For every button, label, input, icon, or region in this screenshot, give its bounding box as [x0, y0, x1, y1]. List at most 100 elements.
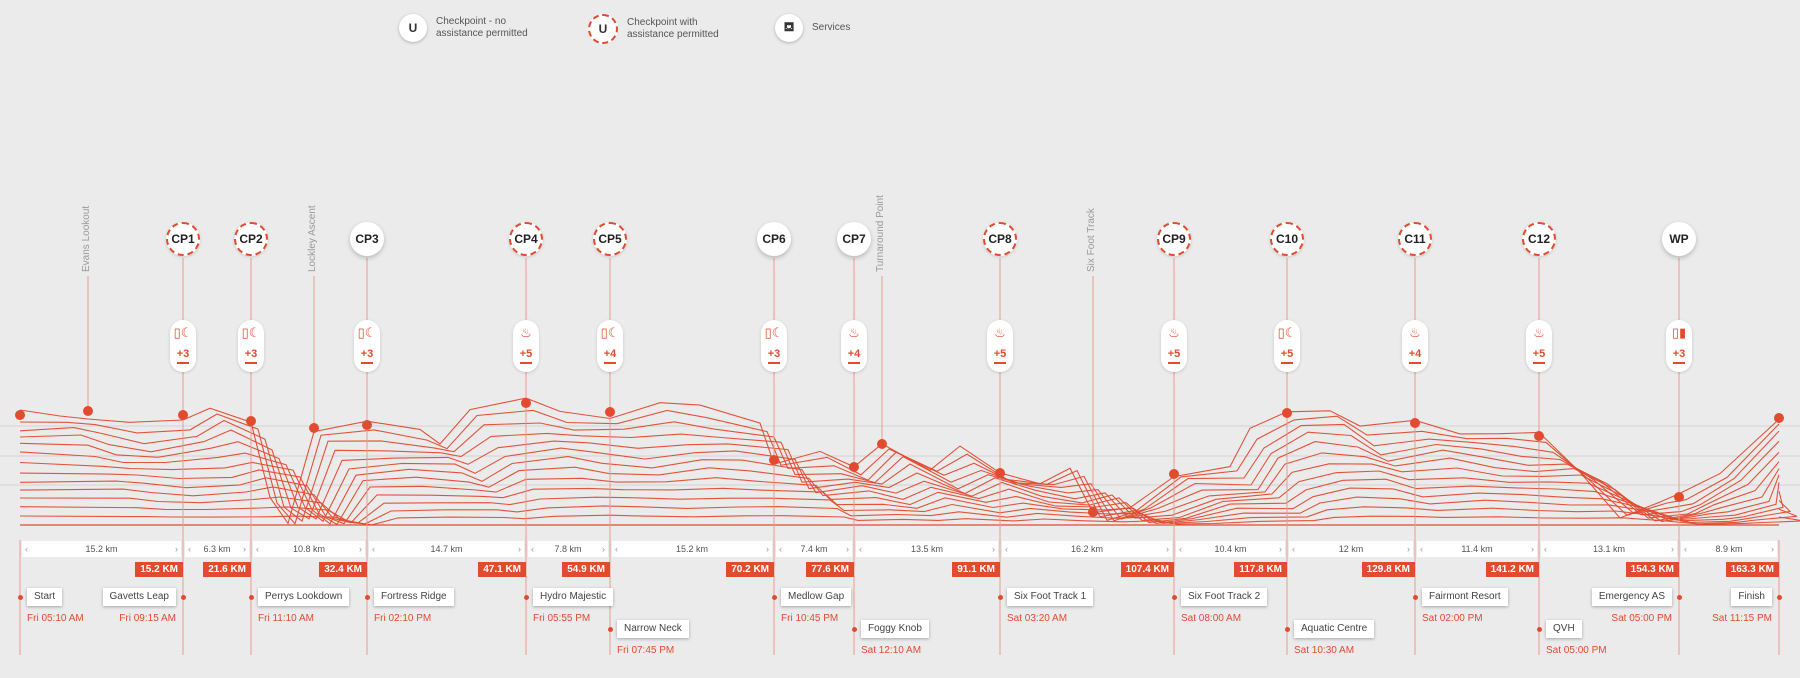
hot-food-icon: ♨: [994, 325, 1006, 340]
legend-label: Checkpoint with assistance permitted: [627, 17, 719, 40]
location-label[interactable]: Start: [27, 588, 63, 606]
services-count: +3: [1672, 348, 1686, 360]
segment-label: 12 km: [1338, 544, 1364, 554]
services-count: +3: [176, 348, 190, 360]
location-time: Sat 11:15 PM: [1712, 613, 1772, 624]
checkpoint-badge[interactable]: CP9: [1157, 222, 1191, 256]
location-label[interactable]: Emergency AS: [1591, 588, 1672, 606]
location-label[interactable]: Six Foot Track 1: [1007, 588, 1094, 606]
checkpoint-badge[interactable]: C10: [1270, 222, 1304, 256]
cumulative-distance-tag: 32.4 KM: [319, 562, 367, 577]
location-dot: [1677, 595, 1682, 600]
peak-dot: [309, 423, 319, 433]
chevron-left-icon: ‹: [256, 544, 259, 554]
elevation-ridge-line: [19, 466, 1780, 526]
services-badge[interactable]: ♨ +5: [1526, 320, 1552, 372]
chevron-right-icon: ›: [992, 544, 995, 554]
location-time: Sat 12:10 AM: [861, 645, 922, 656]
legend-checkpoint-assist: U Checkpoint with assistance permitted: [588, 14, 747, 44]
location-dot: [524, 595, 529, 600]
chevron-left-icon: ‹: [1544, 544, 1547, 554]
checkpoint-dot: [1410, 418, 1420, 428]
segment-distance: ‹ 8.9 km ›: [1681, 541, 1777, 557]
services-badge[interactable]: ▯☾ +3: [170, 320, 196, 372]
segment-label: 7.4 km: [800, 544, 828, 554]
location-label[interactable]: QVH: [1546, 620, 1582, 638]
location-dot: [1537, 627, 1542, 632]
services-badge[interactable]: ▯☾ +3: [238, 320, 264, 372]
segment-distance: ‹ 15.2 km ›: [612, 541, 772, 557]
location-label[interactable]: Perrys Lookdown: [258, 588, 350, 606]
location-time: Fri 10:45 PM: [781, 613, 839, 624]
checkpoint-badge[interactable]: C12: [1522, 222, 1556, 256]
services-badge[interactable]: ♨ +5: [1161, 320, 1187, 372]
cumulative-distance-tag: 54.9 KM: [562, 562, 610, 577]
services-badge[interactable]: ▯☾ +4: [597, 320, 623, 372]
location-label[interactable]: Foggy Knob: [861, 620, 929, 638]
segment-distance: ‹ 13.1 km ›: [1541, 541, 1677, 557]
segment-label: 7.8 km: [554, 544, 582, 554]
checkpoint-badge[interactable]: CP2: [234, 222, 268, 256]
location-time: Fri 09:15 AM: [119, 613, 176, 624]
segment-label: 10.8 km: [292, 544, 325, 554]
peak-dot: [1088, 507, 1098, 517]
segment-label: 14.7 km: [430, 544, 463, 554]
location-time: Sat 03:20 AM: [1007, 613, 1068, 624]
services-badge[interactable]: ♨ +4: [1402, 320, 1428, 372]
location-label[interactable]: Fairmont Resort: [1422, 588, 1508, 606]
location-label[interactable]: Gavetts Leap: [102, 588, 176, 606]
checkpoint-badge[interactable]: CP4: [509, 222, 543, 256]
location-label[interactable]: Fortress Ridge: [374, 588, 454, 606]
cumulative-distance-tag: 141.2 KM: [1485, 562, 1539, 577]
drink-food-icon: ▯☾: [1277, 325, 1297, 340]
segment-distance: ‹ 6.3 km ›: [185, 541, 249, 557]
checkpoint-badge[interactable]: CP8: [983, 222, 1017, 256]
services-badge[interactable]: ♨ +5: [987, 320, 1013, 372]
location-label[interactable]: Six Foot Track 2: [1181, 588, 1268, 606]
chevron-left-icon: ‹: [531, 544, 534, 554]
chevron-left-icon: ‹: [372, 544, 375, 554]
services-badge[interactable]: ▯▮ +3: [1666, 320, 1692, 372]
segment-distance: ‹ 10.4 km ›: [1176, 541, 1285, 557]
location-time: Fri 05:10 AM: [27, 613, 84, 624]
segment-label: 15.2 km: [85, 544, 118, 554]
segment-label: 8.9 km: [1715, 544, 1743, 554]
services-underline: [1673, 362, 1685, 364]
checkpoint-badge[interactable]: CP6: [757, 222, 791, 256]
checkpoint-dot: [849, 462, 859, 472]
services-badge[interactable]: ▯☾ +3: [354, 320, 380, 372]
segment-distance: ‹ 10.8 km ›: [253, 541, 365, 557]
hot-food-icon: ♨: [520, 325, 532, 340]
services-count: +3: [767, 348, 781, 360]
chevron-right-icon: ›: [846, 544, 849, 554]
location-label[interactable]: Hydro Majestic: [533, 588, 614, 606]
location-dot: [608, 627, 613, 632]
services-badge[interactable]: ♨ +5: [513, 320, 539, 372]
hot-food-icon: ♨: [1168, 325, 1180, 340]
checkpoint-badge[interactable]: CP7: [837, 222, 871, 256]
services-count: +3: [244, 348, 258, 360]
segment-distance: ‹ 7.8 km ›: [528, 541, 608, 557]
checkpoint-badge[interactable]: WP: [1662, 222, 1696, 256]
services-badge[interactable]: ▯☾ +3: [761, 320, 787, 372]
services-underline: [768, 362, 780, 364]
services-badge[interactable]: ♨ +4: [841, 320, 867, 372]
checkpoint-badge[interactable]: CP3: [350, 222, 384, 256]
services-count: +5: [1532, 348, 1546, 360]
services-badge[interactable]: ▯☾ +5: [1274, 320, 1300, 372]
services-icon: ⛾: [775, 14, 803, 42]
legend-services: ⛾ Services: [775, 14, 932, 42]
legend-label: Checkpoint - no assistance permitted: [436, 16, 528, 39]
checkpoint-badge[interactable]: C11: [1398, 222, 1432, 256]
location-label[interactable]: Aquatic Centre: [1294, 620, 1375, 638]
checkpoint-dot: [1534, 431, 1544, 441]
location-label[interactable]: Finish: [1731, 588, 1772, 606]
checkpoint-badge[interactable]: CP5: [593, 222, 627, 256]
chevron-right-icon: ›: [766, 544, 769, 554]
segment-label: 6.3 km: [203, 544, 231, 554]
checkpoint-badge[interactable]: CP1: [166, 222, 200, 256]
cumulative-distance-tag: 47.1 KM: [478, 562, 526, 577]
location-label[interactable]: Narrow Neck: [617, 620, 689, 638]
elevation-ridge-line: [19, 429, 1780, 522]
location-label[interactable]: Medlow Gap: [781, 588, 852, 606]
